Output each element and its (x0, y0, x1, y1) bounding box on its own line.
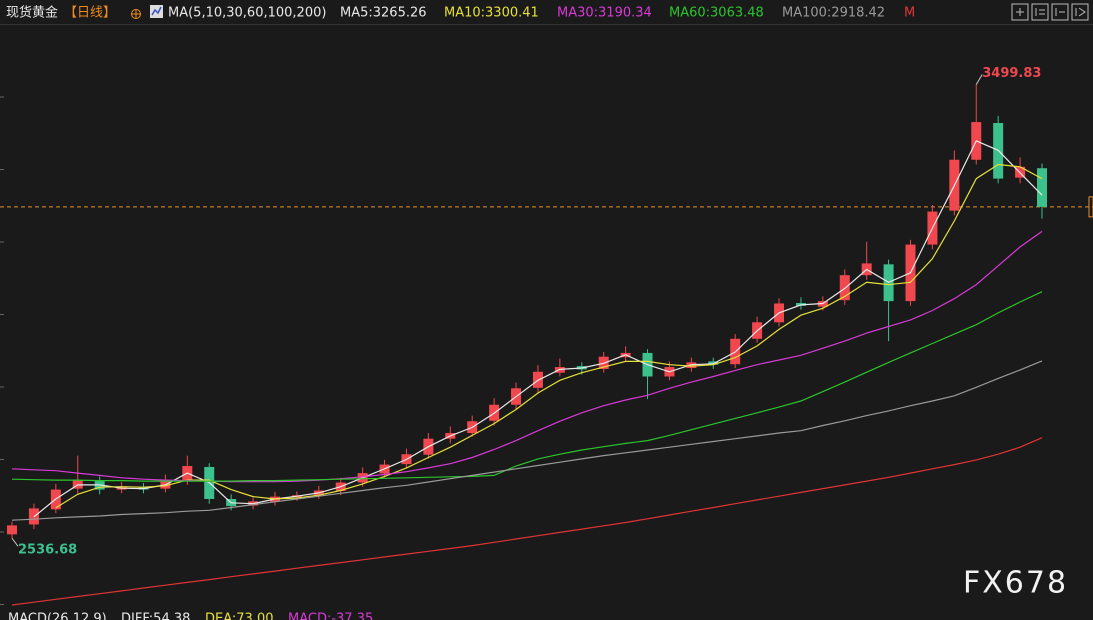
ma-line (11, 437, 1043, 606)
tool-button[interactable] (1051, 3, 1069, 21)
chart-title: 现货黄金 (6, 5, 58, 21)
macd-legend-entry: MACD(26,12,9) (8, 612, 107, 620)
candle-body (1037, 168, 1047, 207)
legend-entry: MA5:3265.26 (340, 6, 427, 21)
ma-line (33, 140, 1043, 518)
legend-entry: M (904, 6, 915, 21)
chart-period: 【日线】 (64, 6, 116, 21)
legend-entry: MA30:3190.34 (557, 6, 652, 21)
tool-button[interactable] (1011, 3, 1029, 21)
low-leader (11, 537, 19, 547)
tool-button[interactable] (1031, 3, 1049, 21)
tool-button[interactable] (1071, 3, 1089, 21)
high-leader (975, 74, 983, 85)
indicator-icon-line (151, 6, 162, 16)
indicator-label: MA(5,10,30,60,100,200) (168, 6, 326, 21)
toolbar (1011, 3, 1089, 21)
last-price-tag (1088, 196, 1093, 218)
candle-body (7, 525, 17, 535)
ma-line (11, 360, 1043, 521)
legend-entry: MA100:2918.42 (782, 6, 885, 21)
ma-line (11, 291, 1043, 482)
candle-body (708, 361, 719, 365)
low-annotation: 2536.68 (18, 543, 77, 558)
watermark: FX678 (963, 566, 1068, 601)
ma-line (55, 163, 1043, 509)
macd-legend-entry: DIFF:54.38 (121, 612, 190, 620)
high-annotation: 3499.83 (982, 66, 1041, 81)
legend-entry: MA10:3300.41 (444, 6, 539, 21)
macd-legend-entry: DEA:73.00 (205, 612, 274, 620)
legend-entry: MA60:3063.48 (669, 6, 764, 21)
tool-glyphs (1016, 7, 1086, 17)
macd-legend-entry: MACD:-37.35 (288, 612, 373, 620)
